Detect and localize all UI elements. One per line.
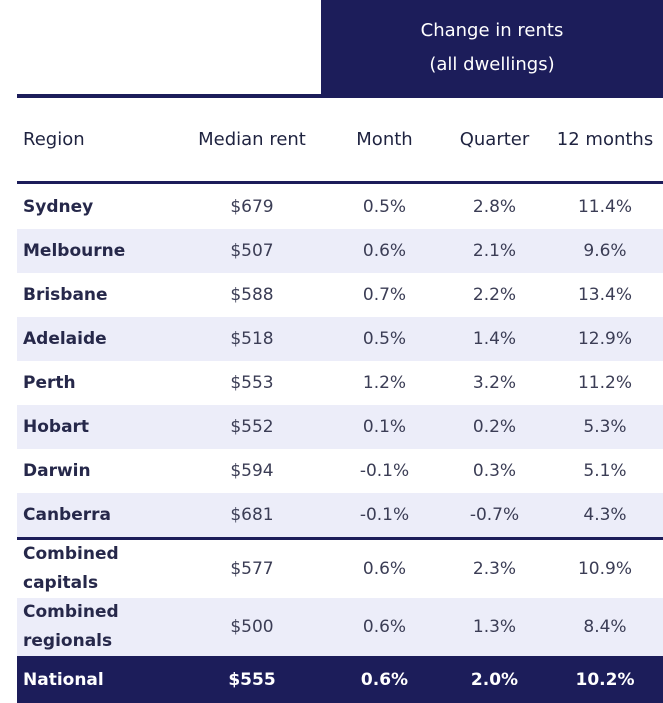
month-change-cell: 0.6%: [362, 559, 407, 579]
median-rent-cell: $594: [230, 461, 274, 481]
median-rent-cell: $681: [230, 505, 274, 525]
region-cell: Brisbane: [23, 285, 108, 305]
median-rent-cell: $518: [230, 329, 274, 349]
table-row: Sydney $679 0.5% 2.8% 11.4%: [17, 185, 663, 229]
twelve-month-change-cell: 10.9%: [577, 559, 632, 579]
table-row-combined-capitals: Combined capitals $577 0.6% 2.3% 10.9%: [17, 540, 663, 598]
quarter-change-cell: 2.1%: [472, 241, 517, 261]
region-cell: Canberra: [23, 505, 111, 525]
table-row: Perth $553 1.2% 3.2% 11.2%: [17, 361, 663, 405]
table-row: Brisbane $588 0.7% 2.2% 13.4%: [17, 273, 663, 317]
column-header-row: Region Median rent Month Quarter 12 mont…: [17, 98, 663, 181]
change-in-rents-header: Change in rents (all dwellings): [321, 0, 663, 95]
region-cell: Darwin: [23, 461, 91, 481]
region-cell: Melbourne: [23, 241, 126, 261]
twelve-month-change-cell: 13.4%: [577, 285, 632, 305]
table-row: Adelaide $518 0.5% 1.4% 12.9%: [17, 317, 663, 361]
quarter-change-cell: 2.0%: [470, 669, 519, 690]
table-row-combined-regionals: Combined regionals $500 0.6% 1.3% 8.4%: [17, 598, 663, 656]
median-rent-cell: $679: [230, 197, 274, 217]
region-line-1: Combined: [23, 602, 119, 622]
quarter-change-cell: 2.2%: [472, 285, 517, 305]
combined-rule: [17, 537, 663, 540]
region-line-2: capitals: [23, 573, 99, 593]
twelve-month-change-cell: 4.3%: [583, 505, 627, 525]
region-cell: Perth: [23, 373, 76, 393]
region-cell: Combined regionals: [17, 598, 177, 656]
month-change-cell: -0.1%: [359, 505, 410, 525]
month-change-cell: 0.6%: [360, 669, 409, 690]
twelve-month-change-cell: 9.6%: [583, 241, 627, 261]
table-row: Darwin $594 -0.1% 0.3% 5.1%: [17, 449, 663, 493]
twelve-month-change-cell: 8.4%: [583, 617, 627, 637]
median-rent-cell: $500: [230, 617, 274, 637]
region-cell: Combined capitals: [17, 540, 177, 598]
median-rent-cell: $553: [230, 373, 274, 393]
table-row: Canberra $681 -0.1% -0.7% 4.3%: [17, 493, 663, 537]
month-change-cell: 0.6%: [362, 241, 407, 261]
twelve-month-change-cell: 10.2%: [575, 669, 635, 690]
month-change-cell: 0.6%: [362, 617, 407, 637]
quarter-change-cell: 0.3%: [472, 461, 517, 481]
change-in-rents-title: Change in rents: [420, 19, 564, 41]
quarter-change-cell: 2.8%: [472, 197, 517, 217]
region-line-2: regionals: [23, 631, 113, 651]
twelve-months-column-header: 12 months: [556, 129, 654, 150]
month-change-cell: 0.5%: [362, 197, 407, 217]
table-row: Hobart $552 0.1% 0.2% 5.3%: [17, 405, 663, 449]
region-cell: Sydney: [23, 197, 94, 217]
region-cell: Hobart: [23, 417, 90, 437]
region-column-header: Region: [23, 129, 85, 150]
median-rent-column-header: Median rent: [198, 129, 306, 150]
quarter-change-cell: 1.3%: [472, 617, 517, 637]
month-change-cell: 1.2%: [362, 373, 407, 393]
quarter-change-cell: 2.3%: [472, 559, 517, 579]
median-rent-cell: $555: [228, 669, 276, 690]
month-change-cell: -0.1%: [359, 461, 410, 481]
quarter-change-cell: 0.2%: [472, 417, 517, 437]
median-rent-cell: $577: [230, 559, 274, 579]
median-rent-cell: $507: [230, 241, 274, 261]
median-rent-cell: $552: [230, 417, 274, 437]
table-row-national: National $555 0.6% 2.0% 10.2%: [17, 656, 663, 703]
twelve-month-change-cell: 11.4%: [577, 197, 632, 217]
twelve-month-change-cell: 5.3%: [583, 417, 627, 437]
twelve-month-change-cell: 12.9%: [577, 329, 632, 349]
quarter-column-header: Quarter: [459, 129, 530, 150]
month-change-cell: 0.5%: [362, 329, 407, 349]
twelve-month-change-cell: 11.2%: [577, 373, 632, 393]
top-rule: [17, 94, 663, 98]
quarter-change-cell: 3.2%: [472, 373, 517, 393]
table-row: Melbourne $507 0.6% 2.1% 9.6%: [17, 229, 663, 273]
month-change-cell: 0.1%: [362, 417, 407, 437]
rents-table-body: Sydney $679 0.5% 2.8% 11.4% Melbourne $5…: [17, 185, 663, 703]
quarter-change-cell: -0.7%: [469, 505, 520, 525]
month-change-cell: 0.7%: [362, 285, 407, 305]
region-line-1: Combined: [23, 544, 119, 564]
quarter-change-cell: 1.4%: [472, 329, 517, 349]
median-rent-cell: $588: [230, 285, 274, 305]
twelve-month-change-cell: 5.1%: [583, 461, 627, 481]
region-cell: National: [23, 669, 104, 690]
month-column-header: Month: [356, 129, 413, 150]
header-rule: [17, 181, 663, 184]
change-in-rents-subtitle: (all dwellings): [429, 53, 555, 75]
region-cell: Adelaide: [23, 329, 107, 349]
